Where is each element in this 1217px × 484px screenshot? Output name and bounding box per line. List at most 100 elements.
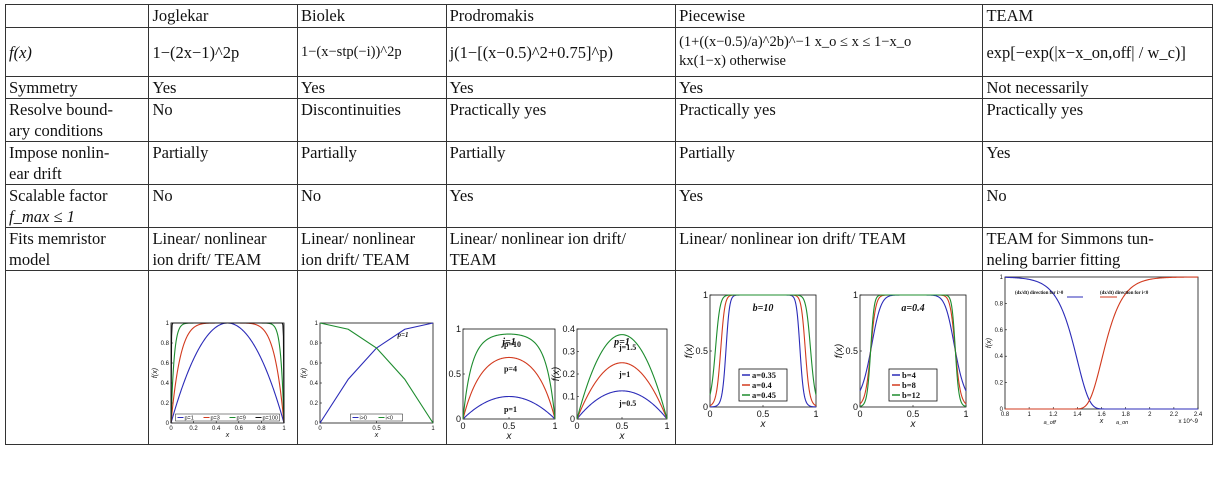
y-tick-label: 0 [1000,407,1004,413]
table-cell: Partially [297,141,447,185]
cell-line: neling barrier fitting [986,250,1121,269]
series-line [319,322,434,424]
legend-box [175,413,281,422]
header-biolek: Biolek [297,4,447,28]
plot-cell-biolek: 0 0.5 1 0 0.2 0.4 0.6 0.8 1 x f(x) p=1 i>0 i<0 [297,270,447,445]
x-tick-label: 1 [814,409,819,419]
y-tick-label: 0.4 [310,381,319,387]
series-line [859,294,967,408]
series-line [462,395,555,420]
chart-title: p=1 [397,331,409,339]
y-tick-label: 0.5 [448,369,461,379]
chart-title: p=1 [613,337,630,348]
x-tick-label: 1.2 [1050,412,1059,418]
chart-title: a=0.4 [901,303,924,314]
row-label: Scalable factor f_max ≤ 1 [4,184,150,228]
y-tick-label: 0.4 [562,324,575,334]
x-tick-label: 0.5 [502,421,515,431]
series-line [462,333,556,420]
series-label: p=4 [504,365,517,374]
y-tick-label: 1 [1000,275,1004,281]
x-tick-label: 0.5 [372,426,381,432]
series-line [576,334,668,420]
table-cell: Not necessarily [982,76,1213,99]
legend-label: a=0.45 [752,390,776,400]
y-tick-label: 0 [456,414,461,424]
table-cell: Yes [148,76,298,99]
row-label: Symmetry [4,76,150,99]
y-tick-label: 0.6 [995,328,1004,334]
y-tick-label: 0 [166,421,170,427]
annotation: (dx/dt) direction for i>0 [1015,291,1064,296]
table-cell: Yes [982,141,1213,185]
table-cell: Practically yes [675,98,984,142]
comparison-table: Joglekar Biolek Prodromakis Piecewise TE… [4,4,1213,445]
y-tick-label: 0 [570,414,575,424]
x-tick-label: 0 [708,409,713,419]
header-joglekar: Joglekar [148,4,298,28]
x-tick-label: 0.5 [757,409,770,419]
y-tick-label: 0.2 [310,401,319,407]
row-label: Resolve bound-ary conditions [4,98,150,142]
table-cell: Partially [675,141,984,185]
formula-biolek: 1−(x−stp(−i))^2p [297,27,447,77]
table-cell: Practically yes [982,98,1213,142]
row-label-line: Resolve bound- [9,100,114,119]
y-tick-label: 0.4 [161,381,170,387]
y-tick-label: 1 [703,290,708,300]
table-cell: Yes [445,184,677,228]
y-tick-label: 0.3 [562,347,575,357]
table-cell: No [982,184,1213,228]
x-tick-label: 1 [664,421,669,431]
y-tick-label: 0 [853,402,858,412]
formula-row: f(x) 1−(2x−1)^2p 1−(x−stp(−i))^2p j(1−[(… [4,27,1213,77]
legend-label: p=3 [211,416,220,422]
plots-row: 0 0.2 0.4 0.6 0.8 1 0 0.2 0.4 0.6 0.8 1 x f(x) p=1 p=3 p… [4,270,1213,445]
cell-line: TEAM [449,250,497,269]
x-axis-label: x [225,432,230,439]
formula-piecewise-case1: (1+((x−0.5)/a)^2b)^−1 x_o ≤ x ≤ 1−x_o [679,34,912,50]
table-cell: No [297,184,447,228]
y-tick-label: 1 [166,321,170,327]
x-tick-label: 0.8 [1001,412,1010,418]
x-tick-label: 1 [431,426,435,432]
chart-joglekar: 0 0.2 0.4 0.6 0.8 1 0 0.2 0.4 0.6 0.8 1 x f(x) p=1 p=3 p… [152,321,286,439]
row-label: Fits memristor model [4,227,150,271]
series-line [576,390,667,420]
header-row: Joglekar Biolek Prodromakis Piecewise TE… [4,4,1213,28]
legend-label: i>0 [360,416,368,422]
axis-mark: a_on [1116,420,1128,426]
y-tick-label: 1 [456,324,461,334]
row-label-line: Impose nonlin- [9,143,110,162]
x-tick-label: 0.8 [258,426,267,432]
table-cell: Practically yes [445,98,677,142]
plot-cell-team: 0.8 1 1.2 1.4 1.6 1.8 2 2.2 2.4 0 0.2 0.4 0.6 0.8 1 x f(… [982,270,1213,445]
y-axis-label: f(x) [684,344,695,358]
y-tick-label: 0.5 [696,346,709,356]
y-tick-label: 0 [703,402,708,412]
row-label-line: model [9,250,51,269]
formula-prodromakis: j(1−[(x−0.5)^2+0.75]^p) [445,27,677,77]
table-cell: Yes [445,76,677,99]
y-tick-label: 0.8 [995,301,1004,307]
y-tick-label: 0.5 [846,346,859,356]
x-tick-label: 0 [170,426,174,432]
plot-cell-joglekar: 0 0.2 0.4 0.6 0.8 1 0 0.2 0.4 0.6 0.8 1 x f(x) p=1 p=3 p… [148,270,298,445]
y-tick-label: 0.6 [310,361,319,367]
y-axis-label: f(x) [551,367,562,381]
annotation: (dx/dt) direction for i<0 [1100,291,1149,296]
x-tick-label: 2 [1149,412,1153,418]
x-axis-label: x [505,431,512,439]
series-label: j=1 [618,370,630,379]
series-line [1005,276,1199,410]
plot-frame [1005,276,1199,410]
x-axis-label: x [760,419,767,430]
plots-row-label [4,270,150,445]
legend-label: a=0.4 [752,380,772,390]
x-tick-label: 0.2 [190,426,199,432]
x-tick-label: 1 [964,409,969,419]
cell-line: Linear/ nonlinear ion drift/ [449,229,626,248]
y-axis-label: f(x) [152,368,159,378]
x-tick-label: 0.5 [615,421,628,431]
table-cell: Partially [445,141,677,185]
